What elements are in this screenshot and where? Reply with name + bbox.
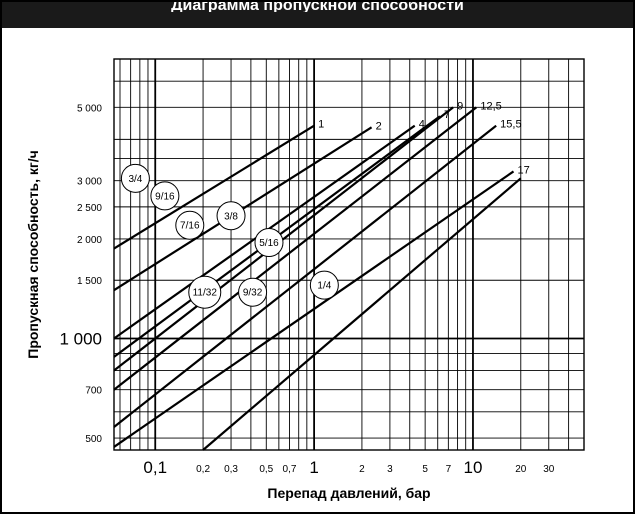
- size-marker: [120, 163, 150, 193]
- size-marker: [150, 181, 180, 211]
- series-line-6: [113, 106, 478, 391]
- x-tick-label: 3: [387, 464, 393, 475]
- series-label: 15,5: [500, 119, 521, 131]
- plot-frame: [113, 58, 585, 451]
- x-tick-label: 10: [464, 458, 483, 477]
- size-marker-label: 1/4: [317, 281, 331, 292]
- size-marker-label: 7/16: [180, 221, 200, 232]
- size-marker-label: 3/4: [128, 174, 142, 185]
- series-line-1: [113, 124, 315, 250]
- series-label: 2: [376, 120, 382, 132]
- series-label: 7: [444, 109, 450, 121]
- series-label: 9: [457, 100, 463, 112]
- header-band: [2, 2, 633, 28]
- x-tick-label: 2: [359, 464, 365, 475]
- size-marker-label: 3/8: [224, 211, 238, 222]
- x-tick-label: 30: [543, 464, 555, 475]
- y-tick-label: 5 000: [77, 103, 102, 114]
- size-marker: [175, 210, 205, 240]
- x-tick-label: 0,5: [259, 464, 273, 475]
- size-marker-label: 5/16: [259, 238, 279, 249]
- y-tick-label: 3 000: [77, 177, 102, 188]
- size-marker: [188, 275, 222, 309]
- series-label: 12,5: [480, 100, 501, 112]
- series-label: 4: [419, 119, 425, 131]
- chart-title: Диаграмма пропускной способности: [171, 2, 464, 12]
- series-label: 1: [318, 119, 324, 131]
- y-axis-label: Пропускная способность, кг/ч: [25, 150, 41, 358]
- y-tick-label: 2 500: [77, 203, 102, 214]
- y-tick-label: 1 000: [59, 329, 102, 348]
- size-marker-label: 9/32: [243, 288, 263, 299]
- x-tick-label: 0,1: [143, 458, 167, 477]
- x-tick-label: 0,7: [283, 464, 297, 475]
- size-marker: [309, 270, 339, 300]
- y-tick-label: 500: [85, 434, 102, 445]
- x-tick-label: 7: [446, 464, 452, 475]
- series-line-5: [113, 106, 454, 372]
- size-marker: [254, 228, 284, 258]
- size-marker: [238, 277, 268, 307]
- series-label: 17: [518, 164, 530, 176]
- x-tick-label: 0,3: [224, 464, 238, 475]
- x-tick-label: 0,2: [196, 464, 210, 475]
- x-axis-label: Перепад давлений, бар: [267, 485, 430, 501]
- x-tick-label: 5: [422, 464, 428, 475]
- size-marker-label: 11/32: [193, 288, 218, 299]
- y-tick-label: 1 500: [77, 276, 102, 287]
- series-line-9: [202, 177, 522, 451]
- x-tick-label: 1: [309, 458, 318, 477]
- y-tick-label: 700: [85, 386, 102, 397]
- size-marker: [216, 201, 246, 231]
- y-tick-label: 2 000: [77, 235, 102, 246]
- x-tick-label: 20: [515, 464, 527, 475]
- series-line-7: [113, 124, 497, 428]
- size-marker-label: 9/16: [155, 191, 175, 202]
- series-line-8: [113, 170, 515, 448]
